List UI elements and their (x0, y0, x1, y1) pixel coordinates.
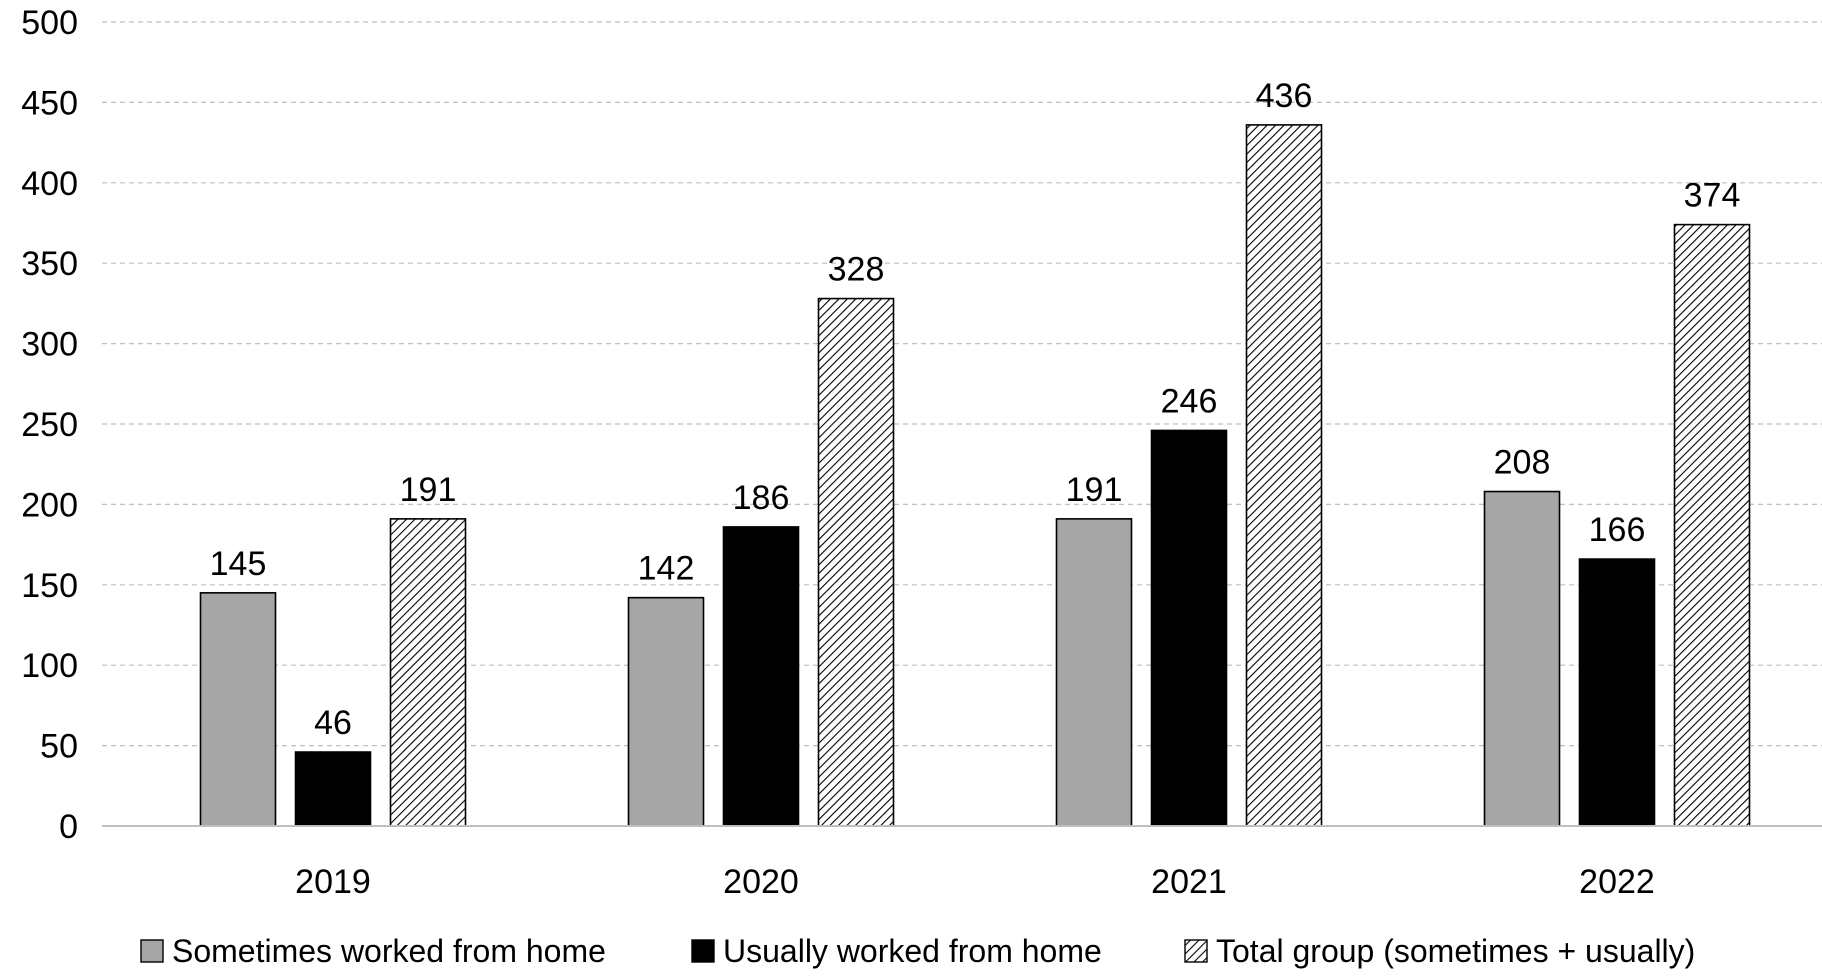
data-label: 328 (828, 251, 885, 289)
bar-2021-series-3 (1245, 124, 1323, 827)
bar-2020-series-2 (722, 526, 800, 827)
legend-swatch (140, 939, 164, 963)
y-tick-label: 50 (40, 728, 78, 766)
y-axis-tick-labels: 0 50 100 150 200 250 300 350 400 450 500 (21, 4, 78, 846)
x-category-label: 2019 (295, 863, 371, 901)
data-label: 191 (1066, 471, 1123, 509)
legend-swatch (1184, 939, 1208, 963)
bar-2020-series-3 (817, 297, 895, 827)
data-label: 166 (1589, 511, 1646, 549)
legend-label: Sometimes worked from home (172, 933, 606, 969)
y-tick-label: 0 (59, 808, 78, 846)
data-label: 186 (733, 479, 790, 517)
data-label: 142 (638, 550, 695, 588)
legend-swatch (691, 939, 715, 963)
legend: Sometimes worked from home Usually worked… (140, 933, 1695, 969)
y-tick-label: 100 (21, 647, 78, 685)
bar-2021-series-1 (1055, 518, 1133, 827)
bar-2020-series-1 (627, 596, 705, 827)
y-tick-label: 450 (21, 84, 78, 122)
y-tick-label: 500 (21, 4, 78, 42)
y-tick-label: 250 (21, 406, 78, 444)
legend-label: Usually worked from home (723, 933, 1102, 969)
legend-label: Total group (sometimes + usually) (1216, 933, 1695, 969)
data-label: 46 (314, 704, 352, 742)
x-category-label: 2022 (1579, 863, 1655, 901)
data-label: 208 (1494, 444, 1551, 482)
bar-2022-series-3 (1673, 223, 1751, 827)
data-label: 246 (1161, 382, 1218, 420)
y-tick-label: 300 (21, 326, 78, 364)
y-tick-label: 200 (21, 486, 78, 524)
bar-2021-series-2 (1150, 429, 1228, 827)
bar-2022-series-2 (1578, 558, 1656, 827)
y-tick-label: 150 (21, 567, 78, 605)
x-axis-category-labels: 2019 2020 2021 2022 (295, 863, 1655, 901)
data-label: 191 (400, 471, 457, 509)
data-label: 374 (1684, 177, 1741, 215)
bar-2019-series-3 (389, 518, 467, 827)
data-label: 436 (1256, 77, 1313, 115)
bar-2019-series-2 (294, 751, 372, 827)
bar-2019-series-1 (199, 592, 277, 827)
bars (199, 124, 1751, 827)
bar-2022-series-1 (1483, 490, 1561, 827)
x-category-label: 2020 (723, 863, 799, 901)
data-labels: 145 46 191 142 186 328 191 246 436 208 166 374 (210, 77, 1741, 742)
y-tick-label: 350 (21, 245, 78, 283)
y-tick-label: 400 (21, 165, 78, 203)
data-label: 145 (210, 545, 267, 583)
x-category-label: 2021 (1151, 863, 1227, 901)
gridlines (102, 21, 1822, 747)
